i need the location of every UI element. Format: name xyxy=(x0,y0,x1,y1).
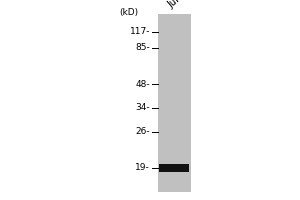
Text: (kD): (kD) xyxy=(119,8,138,17)
Bar xyxy=(158,14,190,192)
Text: 48-: 48- xyxy=(135,80,150,88)
Text: 117-: 117- xyxy=(130,27,150,36)
Text: 85-: 85- xyxy=(135,44,150,52)
Text: 34-: 34- xyxy=(135,104,150,112)
Text: 26-: 26- xyxy=(135,128,150,136)
Bar xyxy=(159,164,189,172)
Text: Jurkat: Jurkat xyxy=(166,0,194,10)
Text: 19-: 19- xyxy=(135,164,150,172)
